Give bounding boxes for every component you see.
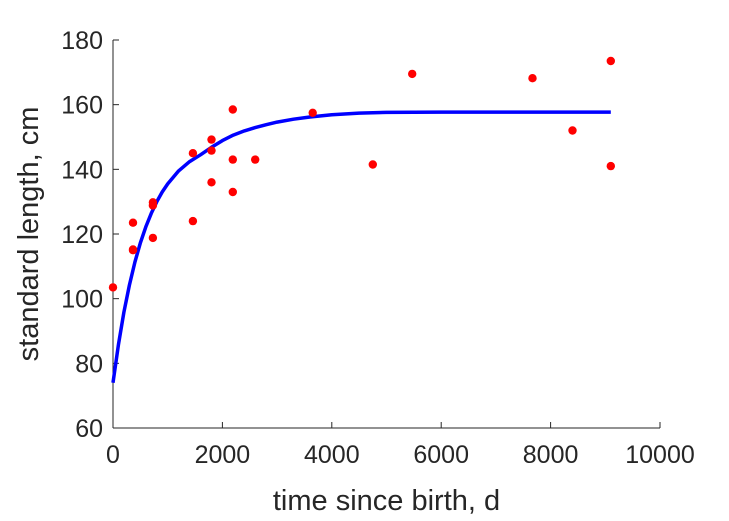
data-point — [188, 149, 198, 158]
data-point — [148, 233, 158, 243]
data-point — [128, 246, 138, 255]
data-point — [568, 126, 577, 135]
data-point — [251, 155, 260, 164]
data-point — [128, 218, 138, 227]
y-tick-label: 100 — [61, 286, 103, 314]
data-point — [368, 160, 377, 169]
x-tick-label: 2000 — [195, 441, 251, 469]
y-tick-label: 140 — [61, 156, 103, 184]
data-point — [606, 56, 615, 66]
x-tick-label: 0 — [106, 441, 120, 469]
data-point — [308, 108, 317, 118]
data-point — [228, 187, 237, 197]
data-point — [228, 155, 237, 164]
data-point — [207, 178, 216, 187]
x-axis-label: time since birth, d — [273, 485, 500, 517]
x-tick-label: 4000 — [304, 441, 360, 469]
data-points-layer — [108, 56, 615, 292]
y-axis-label: standard length, cm — [13, 107, 45, 362]
y-tick-label: 80 — [75, 350, 103, 378]
x-tick-label: 6000 — [413, 441, 469, 469]
y-tick-label: 120 — [61, 221, 103, 249]
data-point — [207, 146, 216, 155]
data-point — [228, 105, 237, 114]
x-tick-label: 10000 — [625, 441, 695, 469]
data-point — [606, 161, 615, 171]
y-tick-label: 60 — [75, 415, 103, 443]
data-point — [207, 135, 216, 144]
data-point — [408, 69, 417, 79]
y-tick-label: 180 — [61, 27, 103, 55]
x-ticks: 0 2000 4000 6000 8000 10000 — [106, 422, 695, 469]
x-tick-label: 8000 — [523, 441, 579, 469]
axes — [112, 40, 660, 429]
y-tick-label: 160 — [61, 92, 103, 120]
fit-curve-layer — [111, 110, 611, 383]
y-ticks: 60 80 100 120 140 160 180 — [61, 27, 119, 443]
fit-curve — [111, 110, 611, 383]
data-point — [148, 201, 158, 210]
data-point — [188, 216, 198, 226]
data-point — [108, 283, 118, 292]
data-point — [528, 74, 537, 83]
